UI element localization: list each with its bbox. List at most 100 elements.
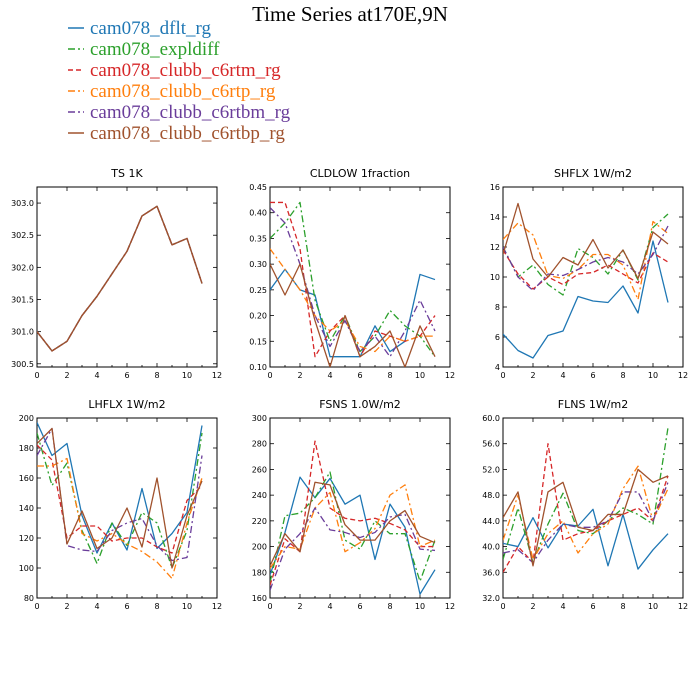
y-tick-label: 0.20	[249, 312, 267, 321]
series-line	[37, 432, 203, 569]
series-line	[503, 508, 669, 570]
y-tick-label: 160	[252, 594, 267, 603]
x-tick-label: 12	[678, 602, 688, 611]
series-line	[503, 202, 669, 280]
series-line	[270, 263, 436, 367]
chart-panel: SHFLX 1W/m2 0 2 4 6 8 10 12 4 6 8 10 12 14 16	[490, 167, 688, 380]
series-line	[37, 205, 203, 352]
legend-label: cam078_clubb_c6rtp_rg	[90, 81, 276, 102]
y-tick-label: 260	[252, 465, 267, 474]
y-tick-label: 0.10	[249, 363, 267, 372]
y-tick-label: 301.0	[11, 328, 34, 337]
panel-title: FSNS 1.0W/m2	[319, 398, 401, 411]
series-line	[37, 205, 203, 352]
y-tick-label: 220	[252, 517, 267, 526]
y-tick-label: 301.5	[11, 296, 34, 305]
legend-item: cam078_clubb_c6rtbp_rg	[68, 123, 285, 144]
x-tick-label: 4	[94, 602, 99, 611]
x-tick-label: 0	[500, 602, 505, 611]
y-tick-label: 300.5	[11, 360, 34, 369]
series-line	[270, 471, 436, 583]
x-tick-label: 0	[34, 602, 39, 611]
x-tick-label: 8	[620, 602, 625, 611]
panels: TS 1K 0 2 4 6 8 10 12 300.5 301.0 301.5 302.0 302.5 3…	[11, 167, 688, 611]
y-tick-label: 16	[490, 183, 500, 192]
x-tick-label: 10	[648, 602, 658, 611]
y-tick-label: 0.35	[249, 234, 267, 243]
series-line	[503, 468, 669, 567]
y-tick-label: 300	[252, 414, 267, 423]
series-line	[503, 240, 669, 359]
y-tick-label: 52.0	[482, 465, 500, 474]
x-tick-label: 2	[297, 602, 302, 611]
panel-title: LHFLX 1W/m2	[88, 398, 165, 411]
chart-panel: TS 1K 0 2 4 6 8 10 12 300.5 301.0 301.5 302.0 302.5 3…	[11, 167, 222, 380]
x-tick-label: 0	[267, 602, 272, 611]
series-line	[37, 427, 203, 562]
plot-frame	[502, 186, 684, 368]
y-tick-label: 303.0	[11, 199, 34, 208]
series-line	[270, 481, 436, 567]
x-tick-label: 6	[357, 371, 362, 380]
series-line	[503, 225, 669, 292]
y-tick-label: 4	[495, 363, 500, 372]
series-line	[270, 507, 436, 591]
x-tick-label: 12	[212, 371, 222, 380]
plot-frame	[269, 417, 451, 599]
x-tick-label: 6	[124, 371, 129, 380]
y-tick-label: 200	[19, 414, 34, 423]
series-line	[37, 427, 203, 569]
legend-label: cam078_expldiff	[90, 39, 220, 60]
y-tick-label: 48.0	[482, 491, 500, 500]
series-line	[270, 248, 435, 353]
x-tick-label: 8	[387, 602, 392, 611]
y-tick-label: 100	[19, 564, 34, 573]
x-tick-label: 10	[415, 371, 425, 380]
x-tick-label: 10	[182, 602, 192, 611]
y-tick-label: 240	[252, 491, 267, 500]
x-tick-label: 2	[297, 371, 302, 380]
y-tick-label: 0.15	[249, 337, 267, 346]
legend-item: cam078_clubb_c6rtp_rg	[68, 81, 276, 102]
series-line	[37, 422, 203, 554]
chart-panel: LHFLX 1W/m2 0 2 4 6 8 10 12 80 100 120 140 160 180 200	[19, 398, 222, 611]
legend-label: cam078_clubb_c6rtbm_rg	[90, 102, 291, 123]
y-tick-label: 180	[19, 444, 34, 453]
panel-title: FLNS 1W/m2	[558, 398, 628, 411]
y-tick-label: 0.25	[249, 286, 267, 295]
x-tick-label: 10	[648, 371, 658, 380]
y-tick-label: 32.0	[482, 594, 500, 603]
y-tick-label: 0.30	[249, 260, 267, 269]
y-tick-label: 12	[490, 243, 500, 252]
y-tick-label: 180	[252, 568, 267, 577]
series-line	[270, 484, 436, 569]
y-tick-label: 56.0	[482, 440, 500, 449]
x-tick-label: 12	[212, 602, 222, 611]
x-tick-label: 8	[154, 371, 159, 380]
x-tick-label: 2	[64, 602, 69, 611]
series-line	[37, 205, 203, 352]
y-tick-label: 200	[252, 543, 267, 552]
chart-panel: CLDLOW 1fraction 0 2 4 6 8 10 12 0.10 0.15 0.20 0.2…	[249, 167, 455, 380]
y-tick-label: 302.5	[11, 231, 34, 240]
y-tick-label: 8	[495, 303, 500, 312]
x-tick-label: 0	[500, 371, 505, 380]
y-tick-label: 120	[19, 534, 34, 543]
x-tick-label: 10	[182, 371, 192, 380]
series-line	[37, 205, 203, 352]
series-line	[503, 482, 669, 564]
series-line	[270, 440, 435, 586]
x-tick-label: 6	[357, 602, 362, 611]
figure-title: Time Series at170E,9N	[252, 2, 448, 26]
legend-label: cam078_dflt_rg	[90, 18, 212, 39]
x-tick-label: 4	[560, 371, 565, 380]
legend-item: cam078_clubb_c6rtbm_rg	[68, 102, 291, 123]
y-tick-label: 40.0	[482, 543, 500, 552]
y-tick-label: 302.0	[11, 263, 34, 272]
x-tick-label: 4	[327, 602, 332, 611]
x-tick-label: 12	[678, 371, 688, 380]
y-tick-label: 36.0	[482, 568, 500, 577]
x-tick-label: 0	[34, 371, 39, 380]
panel-title: TS 1K	[110, 167, 143, 180]
